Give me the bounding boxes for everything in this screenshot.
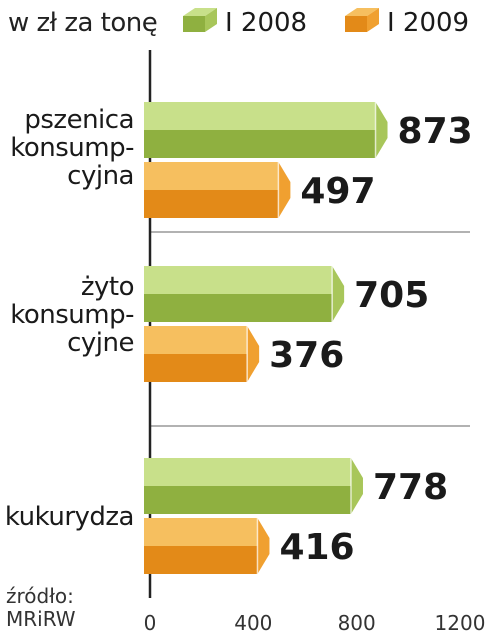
data-label: 873 — [398, 111, 473, 152]
unit-label: w zł za tonę — [8, 8, 157, 38]
data-label: 497 — [300, 171, 375, 212]
bar — [144, 162, 291, 218]
category-label: cyjna — [67, 161, 134, 191]
data-label: 416 — [279, 527, 354, 568]
bar — [144, 266, 345, 322]
bar-top-face — [144, 266, 333, 294]
bar-top-face — [144, 102, 376, 130]
category-label: cyjne — [67, 328, 134, 358]
bar — [144, 458, 363, 514]
category-label: konsump- — [10, 300, 134, 330]
x-tick-label: 800 — [338, 611, 376, 635]
bar-top-face — [144, 518, 258, 546]
x-axis-ticks: 0 400 800 1200 — [144, 611, 486, 635]
legend-label: I 2008 — [225, 8, 307, 38]
bar-top-face — [144, 162, 279, 190]
bar-top-face — [144, 458, 351, 486]
category-label: kukurydza — [5, 502, 134, 532]
legend-label: I 2009 — [387, 8, 469, 38]
bar-bottom-face — [144, 486, 351, 514]
x-tick-label: 400 — [234, 611, 272, 635]
data-label: 376 — [269, 335, 344, 376]
x-tick-label: 0 — [144, 611, 157, 635]
bar — [144, 518, 270, 574]
category-label: konsump- — [10, 133, 134, 163]
data-label: 778 — [373, 467, 448, 508]
bar-bottom-face — [144, 354, 248, 382]
bar-end-cap — [257, 518, 270, 574]
category-label: pszenica — [24, 105, 134, 135]
bar-end-cap — [247, 326, 260, 382]
bar-bottom-face — [144, 190, 279, 218]
bar-bottom-face — [144, 546, 258, 574]
bar-end-cap — [350, 458, 363, 514]
bar-bottom-face — [144, 294, 333, 322]
bar-end-cap — [278, 162, 291, 218]
bar-bottom-face — [144, 130, 376, 158]
x-tick-label: 1200 — [435, 611, 486, 635]
bar — [144, 326, 260, 382]
source-label: źródło: — [6, 584, 74, 608]
legend-item: I 2009 — [345, 8, 469, 38]
category-labels: pszenicakonsump-cyjnażytokonsump-cyjneku… — [5, 105, 135, 532]
legend-swatch — [345, 8, 379, 16]
bar — [144, 102, 388, 158]
bar-end-cap — [332, 266, 345, 322]
source-name: MRiRW — [6, 607, 76, 631]
group-separators — [150, 231, 470, 427]
legend: I 2008 I 2009 — [183, 8, 469, 38]
legend-swatch — [183, 8, 217, 16]
bar-top-face — [144, 326, 248, 354]
bar-end-cap — [375, 102, 388, 158]
category-label: żyto — [81, 272, 134, 302]
legend-item: I 2008 — [183, 8, 307, 38]
data-label: 705 — [354, 275, 429, 316]
